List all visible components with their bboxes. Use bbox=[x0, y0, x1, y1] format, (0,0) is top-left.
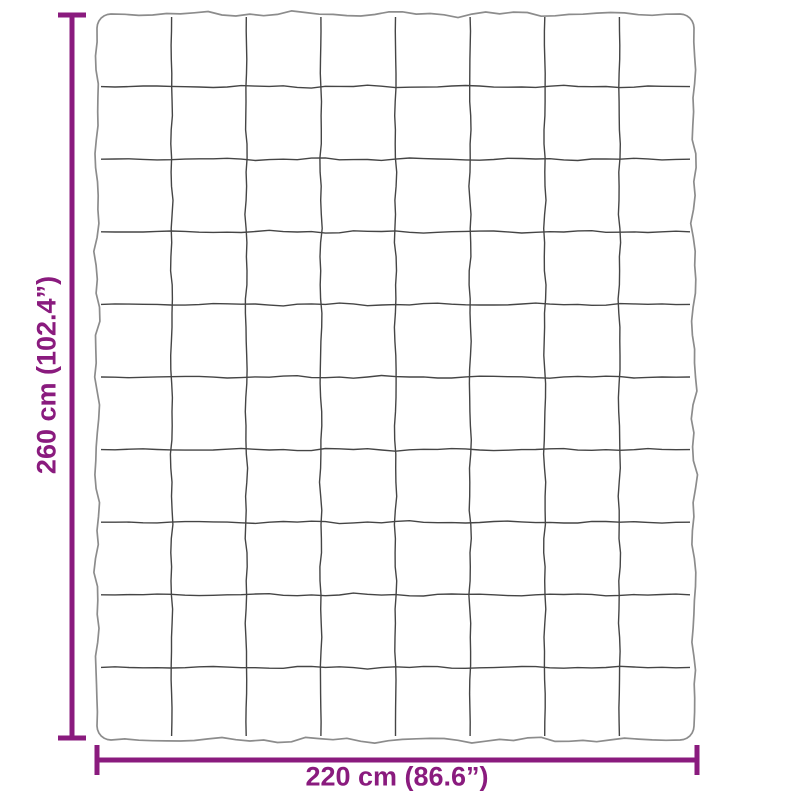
quilt-grid-horizontal-line bbox=[100, 84, 691, 89]
blanket-outline bbox=[92, 10, 699, 744]
quilt-grid-horizontal-line bbox=[100, 302, 691, 307]
quilt-grid-vertical-line bbox=[318, 16, 323, 737]
height-dimension-line bbox=[58, 12, 86, 741]
width-dimension-line bbox=[94, 745, 700, 775]
quilt-grid-horizontal-line bbox=[100, 665, 691, 670]
quilt-grid-horizontal-line bbox=[100, 229, 691, 234]
quilt-grid-vertical-line bbox=[244, 16, 249, 737]
quilt-grid-horizontal-line bbox=[100, 157, 691, 162]
height-dimension-label: 260 cm (102.4”) bbox=[31, 275, 62, 475]
quilted-blanket bbox=[92, 10, 699, 744]
quilt-grid-horizontal-line bbox=[100, 592, 691, 597]
quilt-grid-horizontal-line bbox=[101, 519, 691, 525]
quilt-grid-horizontal-line bbox=[100, 447, 691, 452]
quilt-grid-vertical-line bbox=[542, 16, 547, 737]
quilt-grid-horizontal-line bbox=[100, 374, 691, 379]
width-dimension-label: 220 cm (86.6”) bbox=[305, 761, 489, 792]
